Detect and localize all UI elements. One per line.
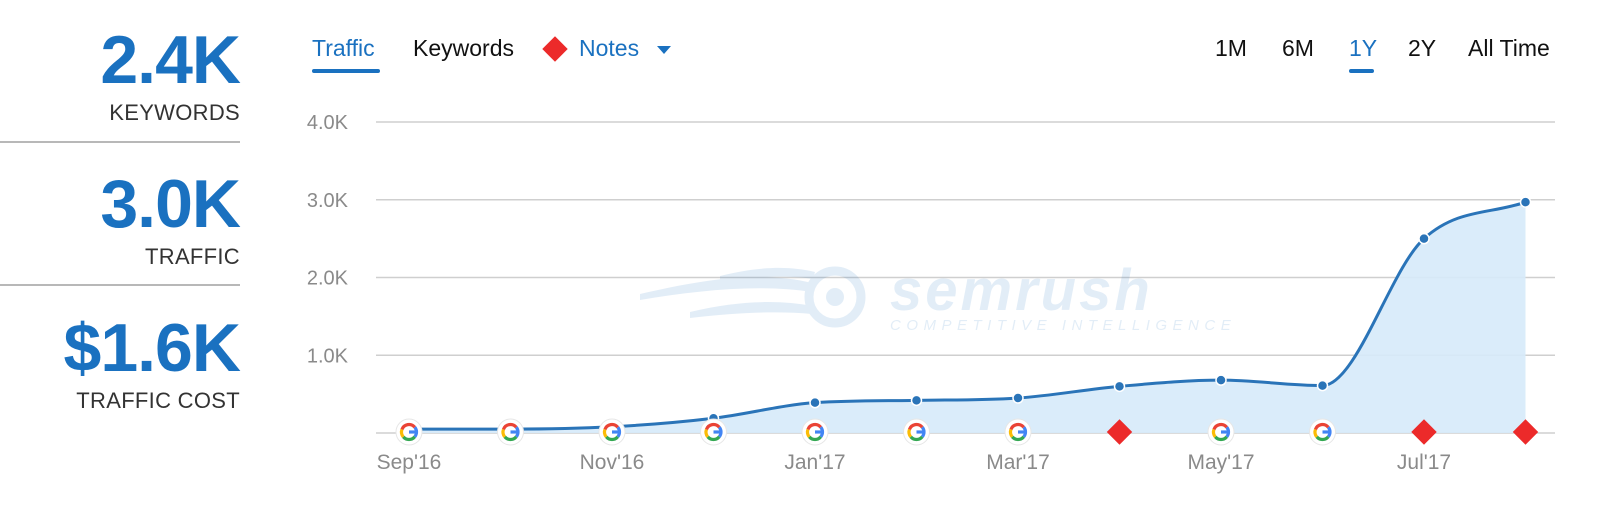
google-icon-yellow-arc bbox=[1008, 428, 1014, 438]
google-icon-red-arc bbox=[1009, 422, 1025, 431]
range-6m[interactable]: 6M bbox=[1282, 35, 1314, 61]
google-icon[interactable] bbox=[395, 418, 423, 446]
google-icon-green-arc bbox=[706, 435, 721, 442]
traffic-cost-stat: $1.6K TRAFFIC COST bbox=[0, 310, 241, 414]
chevron-down-icon[interactable] bbox=[657, 46, 671, 54]
data-point[interactable] bbox=[1012, 392, 1024, 404]
google-icon-green-arc bbox=[909, 435, 924, 442]
google-icon-green-arc bbox=[402, 435, 416, 442]
google-icon-yellow-arc bbox=[805, 428, 811, 438]
tab-traffic[interactable]: Traffic bbox=[312, 35, 375, 61]
traffic-label: TRAFFIC bbox=[145, 244, 240, 269]
range-1y[interactable]: 1Y bbox=[1349, 35, 1378, 61]
watermark-tagline: COMPETITIVE INTELLIGENCE bbox=[890, 317, 1236, 334]
google-icon[interactable] bbox=[801, 418, 829, 446]
data-point[interactable] bbox=[910, 394, 923, 407]
google-icon-green-arc bbox=[1011, 435, 1025, 442]
x-tick-label: Jan'17 bbox=[784, 451, 845, 474]
traffic-cost-label: TRAFFIC COST bbox=[76, 388, 240, 413]
keywords-label: KEYWORDS bbox=[109, 100, 240, 125]
data-point[interactable] bbox=[1113, 380, 1126, 393]
stat-divider bbox=[0, 284, 240, 286]
google-icon-yellow-arc bbox=[1313, 428, 1319, 438]
google-icon[interactable] bbox=[598, 418, 626, 446]
data-point[interactable] bbox=[1418, 232, 1430, 245]
google-icon[interactable] bbox=[1207, 418, 1235, 446]
tab-traffic-underline bbox=[312, 69, 380, 73]
semrush-logo-icon bbox=[640, 266, 866, 328]
google-icon-yellow-arc bbox=[907, 428, 913, 438]
google-icon[interactable] bbox=[1004, 418, 1032, 446]
google-icon-green-arc bbox=[1315, 435, 1330, 442]
google-icon[interactable] bbox=[1309, 418, 1336, 446]
x-tick-label: Mar'17 bbox=[986, 451, 1050, 474]
google-icon-yellow-arc bbox=[399, 428, 405, 438]
google-icon-yellow-arc bbox=[501, 428, 507, 438]
google-icon[interactable] bbox=[497, 418, 524, 446]
google-icon-red-arc bbox=[1313, 422, 1330, 431]
data-point[interactable] bbox=[1316, 379, 1329, 392]
google-icon-green-arc bbox=[808, 435, 822, 442]
y-tick-label: 1.0K bbox=[307, 345, 349, 367]
google-icon-green-arc bbox=[605, 435, 619, 442]
x-tick-label: Sep'16 bbox=[377, 451, 442, 474]
google-icon-red-arc bbox=[806, 422, 822, 431]
google-icon[interactable] bbox=[700, 418, 727, 446]
x-tick-label: Jul'17 bbox=[1397, 451, 1451, 474]
google-icon-green-arc bbox=[503, 435, 518, 442]
google-icon[interactable] bbox=[903, 418, 930, 446]
traffic-cost-value: $1.6K bbox=[63, 310, 241, 386]
data-point[interactable] bbox=[809, 396, 821, 409]
range-1m[interactable]: 1M bbox=[1215, 35, 1247, 61]
y-tick-label: 4.0K bbox=[307, 112, 349, 134]
google-icon-red-arc bbox=[907, 422, 924, 431]
google-icon-red-arc bbox=[603, 422, 619, 431]
range-all-time[interactable]: All Time bbox=[1468, 35, 1550, 61]
google-icon-red-arc bbox=[1212, 422, 1228, 431]
data-point[interactable] bbox=[1519, 196, 1532, 208]
semrush-watermark: semrush COMPETITIVE INTELLIGENCE bbox=[640, 258, 1236, 334]
stat-divider bbox=[0, 141, 240, 143]
google-icon-red-arc bbox=[704, 422, 721, 431]
google-icon-red-arc bbox=[501, 422, 518, 431]
google-icon-yellow-arc bbox=[704, 428, 710, 438]
x-tick-label: Nov'16 bbox=[580, 451, 645, 474]
y-tick-label: 2.0K bbox=[307, 268, 349, 290]
range-2y[interactable]: 2Y bbox=[1408, 35, 1437, 61]
google-icon-yellow-arc bbox=[602, 428, 608, 438]
notes-dropdown[interactable]: Notes bbox=[579, 35, 640, 61]
traffic-stat: 3.0K TRAFFIC bbox=[0, 166, 241, 270]
tab-keywords[interactable]: Keywords bbox=[413, 35, 514, 61]
google-icon-green-arc bbox=[1214, 435, 1228, 442]
watermark-brand: semrush bbox=[890, 258, 1153, 323]
keywords-value: 2.4K bbox=[100, 22, 241, 98]
data-point[interactable] bbox=[1215, 374, 1227, 386]
google-icon-yellow-arc bbox=[1211, 428, 1217, 438]
google-icon-red-arc bbox=[400, 422, 416, 431]
keywords-stat: 2.4K KEYWORDS bbox=[0, 22, 241, 126]
y-tick-label: 3.0K bbox=[307, 190, 349, 212]
range-1y-underline bbox=[1349, 69, 1374, 73]
traffic-value: 3.0K bbox=[100, 166, 241, 242]
traffic-area bbox=[409, 202, 1526, 433]
x-tick-label: May'17 bbox=[1187, 451, 1254, 474]
